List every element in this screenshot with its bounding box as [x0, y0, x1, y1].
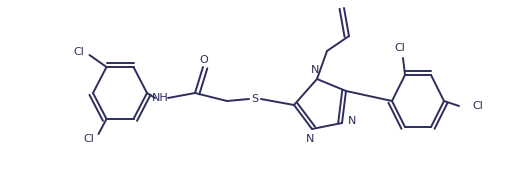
Text: O: O	[200, 55, 208, 65]
Text: N: N	[311, 65, 319, 75]
Text: Cl: Cl	[74, 47, 85, 57]
Text: Cl: Cl	[394, 43, 405, 53]
Text: Cl: Cl	[472, 101, 483, 111]
Text: N: N	[348, 116, 356, 126]
Text: N: N	[306, 134, 314, 144]
Text: NH: NH	[152, 93, 168, 103]
Text: Cl: Cl	[84, 134, 95, 144]
Text: S: S	[252, 94, 258, 104]
